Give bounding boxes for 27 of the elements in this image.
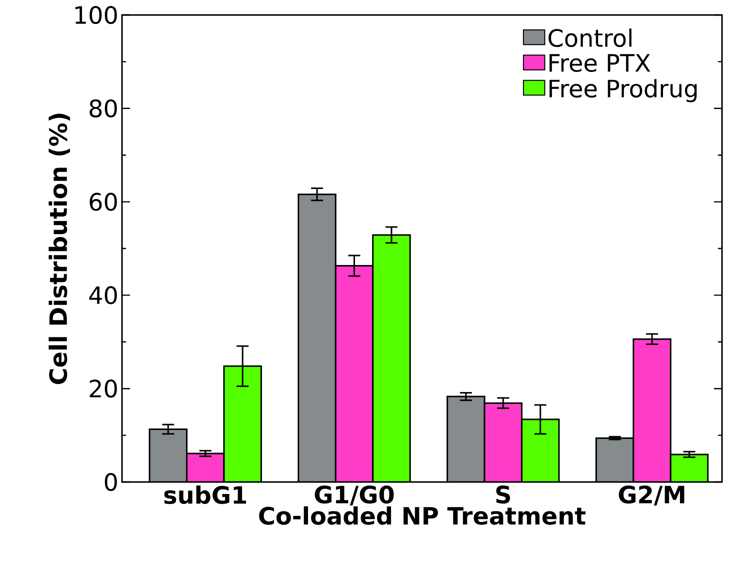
x-tick-label: G1/G0 — [314, 486, 394, 506]
y-tick-label: 100 — [75, 6, 117, 24]
bar — [372, 234, 410, 482]
bar — [670, 454, 709, 482]
bar — [447, 396, 485, 482]
bar — [484, 403, 522, 482]
bar — [336, 266, 373, 482]
y-tick-label: 60 — [90, 192, 117, 211]
y-axis-title: Cell Distribution (%) — [48, 114, 70, 384]
bar — [298, 194, 336, 482]
y-tick-label: 80 — [90, 99, 117, 118]
legend-label: Control — [548, 28, 632, 48]
y-tick-label: 20 — [90, 380, 117, 398]
x-axis-title: Co-loaded NP Treatment — [259, 506, 586, 525]
legend-label: Free PTX — [550, 54, 650, 72]
legend-label: Free Prodrug — [550, 79, 697, 102]
bar — [150, 429, 187, 482]
x-tick-label: G2/M — [618, 486, 684, 506]
bar — [224, 366, 262, 482]
bar — [632, 338, 672, 482]
y-tick-label: 0 — [104, 472, 117, 492]
x-tick-label: S — [496, 486, 510, 504]
y-tick-label: 40 — [89, 286, 117, 304]
bar — [522, 419, 559, 482]
bar — [595, 437, 634, 482]
x-tick-label: subG1 — [164, 486, 246, 504]
bar — [186, 454, 224, 482]
